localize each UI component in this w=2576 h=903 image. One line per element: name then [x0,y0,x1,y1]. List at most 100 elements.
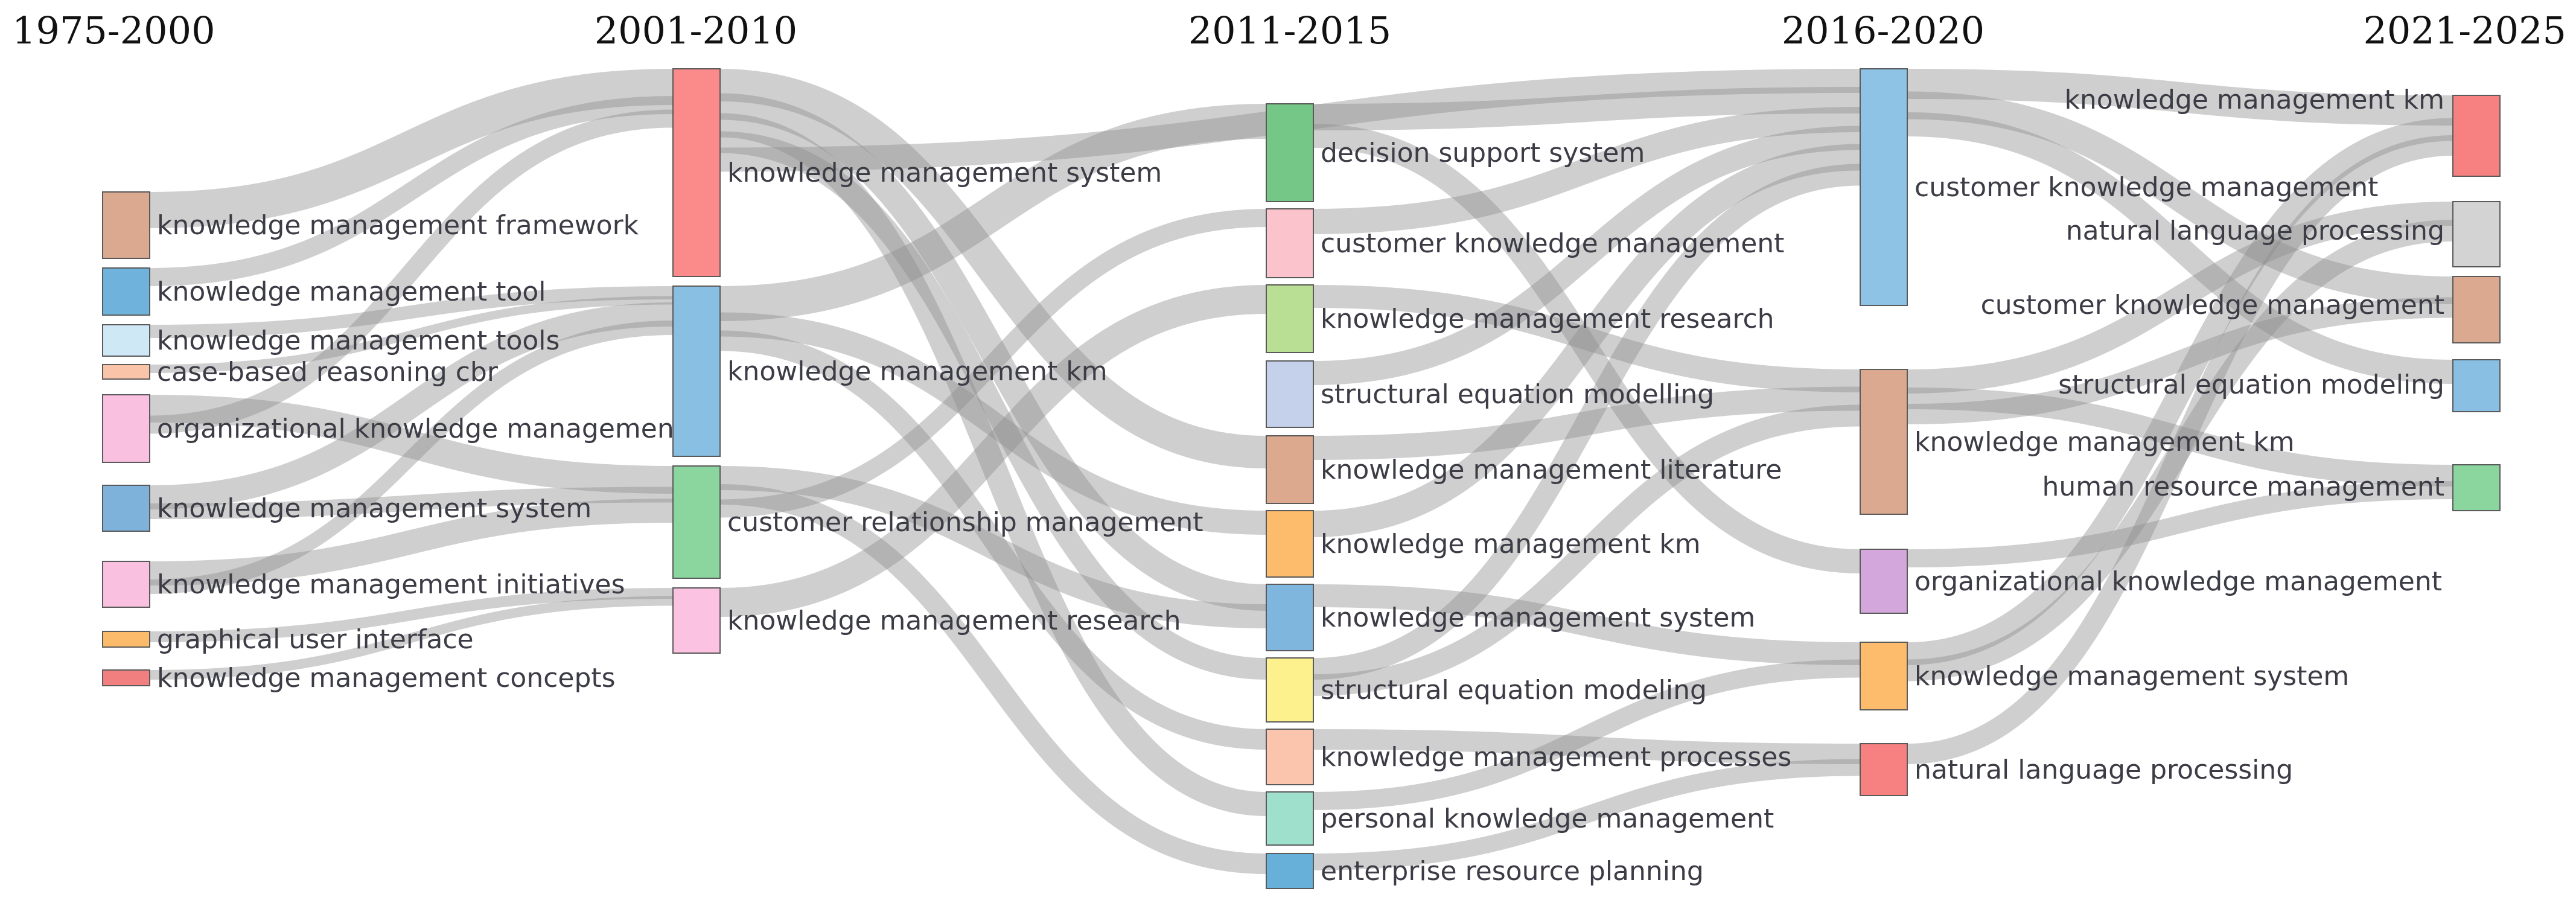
sankey-node: structural equation modeling [1266,657,1707,723]
node-bar [1266,510,1314,578]
flow-link [1907,135,2453,764]
sankey-node: organizational knowledge management [102,394,684,463]
node-bar [102,669,150,686]
sankey-node: knowledge management initiatives [102,561,625,608]
node-label: knowledge management research [727,605,1181,636]
node-bar [2452,276,2501,343]
flow-link [149,588,674,642]
sankey-node: structural equation modeling [2058,359,2501,412]
flow-link [719,312,1267,535]
sankey-node: knowledge management tools [102,324,560,357]
node-label: knowledge management processes [1321,742,1791,773]
node-bar [1860,743,1908,796]
flow-link [1313,107,1861,234]
sankey-node: knowledge management km [2064,85,2501,177]
flow-link [149,96,674,286]
sankey-node: case-based reasoning cbr [102,357,499,388]
node-bar [1860,68,1908,306]
sankey-node: organizational knowledge management [1860,549,2442,614]
flow-link [1907,69,2453,126]
sankey-node: knowledge management research [672,587,1181,654]
flow-link [149,286,674,338]
sankey-node: customer knowledge management [1860,68,2378,306]
node-label: knowledge management system [1914,661,2349,692]
flow-link [1313,386,1861,460]
node-label: graphical user interface [157,624,474,655]
flow-link [719,69,1267,468]
flow-link [1907,91,2453,304]
node-label: knowledge management system [157,493,591,524]
node-bar [1860,549,1908,614]
node-label: knowledge management system [727,158,1162,188]
flow-link [149,69,674,228]
node-bar [1266,103,1314,202]
node-label: knowledge management system [1321,602,1755,633]
node-bar [2452,464,2501,511]
node-label: structural equation modeling [2058,369,2444,400]
flow-link [719,131,1267,680]
flow-link [1313,659,1861,810]
flow-link [1907,297,2453,424]
flow-link [719,209,1267,518]
node-label: personal knowledge management [1321,803,1774,834]
node-bar [672,587,721,654]
sankey-node: customer relationship management [672,465,1204,579]
node-label: knowledge management km [2064,85,2444,115]
node-label: knowledge management framework [157,210,639,241]
sankey-node: decision support system [1266,103,1645,202]
sankey-node: knowledge management concepts [102,663,616,694]
node-label: knowledge management concepts [157,663,616,694]
flow-link [1313,404,1861,696]
flow-link [719,484,1267,874]
sankey-node: customer knowledge management [1266,208,1784,278]
sankey-node: customer knowledge management [1981,276,2501,343]
node-label: structural equation modelling [1321,379,1714,410]
node-bar [1266,853,1314,889]
column-title-2021-2025: 2021-2025 [2363,8,2566,53]
node-bar [102,631,150,648]
node-bar [102,324,150,357]
node-label: knowledge management tools [157,325,560,356]
column-titles: 1975-2000 2001-2010 2011-2015 2016-2020 … [12,8,2566,53]
sankey-node: knowledge management system [1266,584,1755,651]
node-bar [1266,791,1314,846]
node-label: knowledge management tool [157,276,546,307]
flows-layer [149,69,2453,874]
node-label: knowledge management research [1321,304,1774,334]
node-bar [102,191,150,259]
flow-link [1907,481,2453,567]
node-bar [102,394,150,463]
node-label: enterprise resource planning [1321,856,1704,887]
flow-link [149,296,674,373]
flow-link [719,113,1267,816]
sankey-node: knowledge management literature [1266,435,1782,504]
flow-link [1907,118,2453,665]
node-label: customer knowledge management [1981,290,2444,321]
flow-link [719,285,1267,617]
flow-link [149,109,674,434]
node-label: knowledge management km [1914,427,2295,458]
sankey-node: knowledge management processes [1266,729,1791,785]
node-bar [102,485,150,532]
sankey-node: knowledge management system [672,68,1162,277]
node-label: customer knowledge management [1321,228,1784,259]
flow-link [1313,126,1861,385]
flow-link [1313,144,1861,537]
sankey-node: knowledge management km [672,286,1108,457]
node-bar [102,364,150,380]
node-label: knowledge management km [727,356,1108,387]
sankey-node: natural language processing [2066,201,2501,267]
flow-link [149,321,674,594]
flow-link [719,104,1267,321]
node-bar [2452,95,2501,177]
node-label: natural language processing [1914,755,2293,785]
flow-link [719,466,1267,628]
sankey-node: knowledge management km [1266,510,1701,578]
sankey-node: knowledge management system [1860,642,2349,710]
node-label: knowledge management initiatives [157,569,625,600]
node-label: customer knowledge management [1914,172,2378,203]
node-bar [2452,201,2501,267]
node-label: case-based reasoning cbr [157,357,499,388]
node-label: knowledge management km [1321,529,1701,560]
